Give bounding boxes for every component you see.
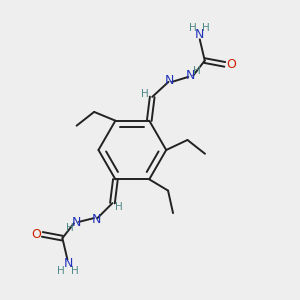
Text: N: N — [186, 70, 195, 83]
Text: N: N — [72, 216, 81, 229]
Text: H: H — [57, 266, 65, 276]
Text: N: N — [195, 28, 204, 41]
Text: H: H — [115, 202, 123, 212]
Text: O: O — [226, 58, 236, 71]
Text: N: N — [63, 257, 73, 270]
Text: H: H — [71, 266, 79, 276]
Text: N: N — [165, 74, 174, 87]
Text: O: O — [31, 228, 41, 241]
Text: H: H — [202, 23, 210, 33]
Text: H: H — [66, 223, 74, 233]
Text: H: H — [141, 89, 149, 99]
Text: H: H — [193, 66, 201, 76]
Text: N: N — [92, 213, 101, 226]
Text: H: H — [189, 23, 197, 33]
